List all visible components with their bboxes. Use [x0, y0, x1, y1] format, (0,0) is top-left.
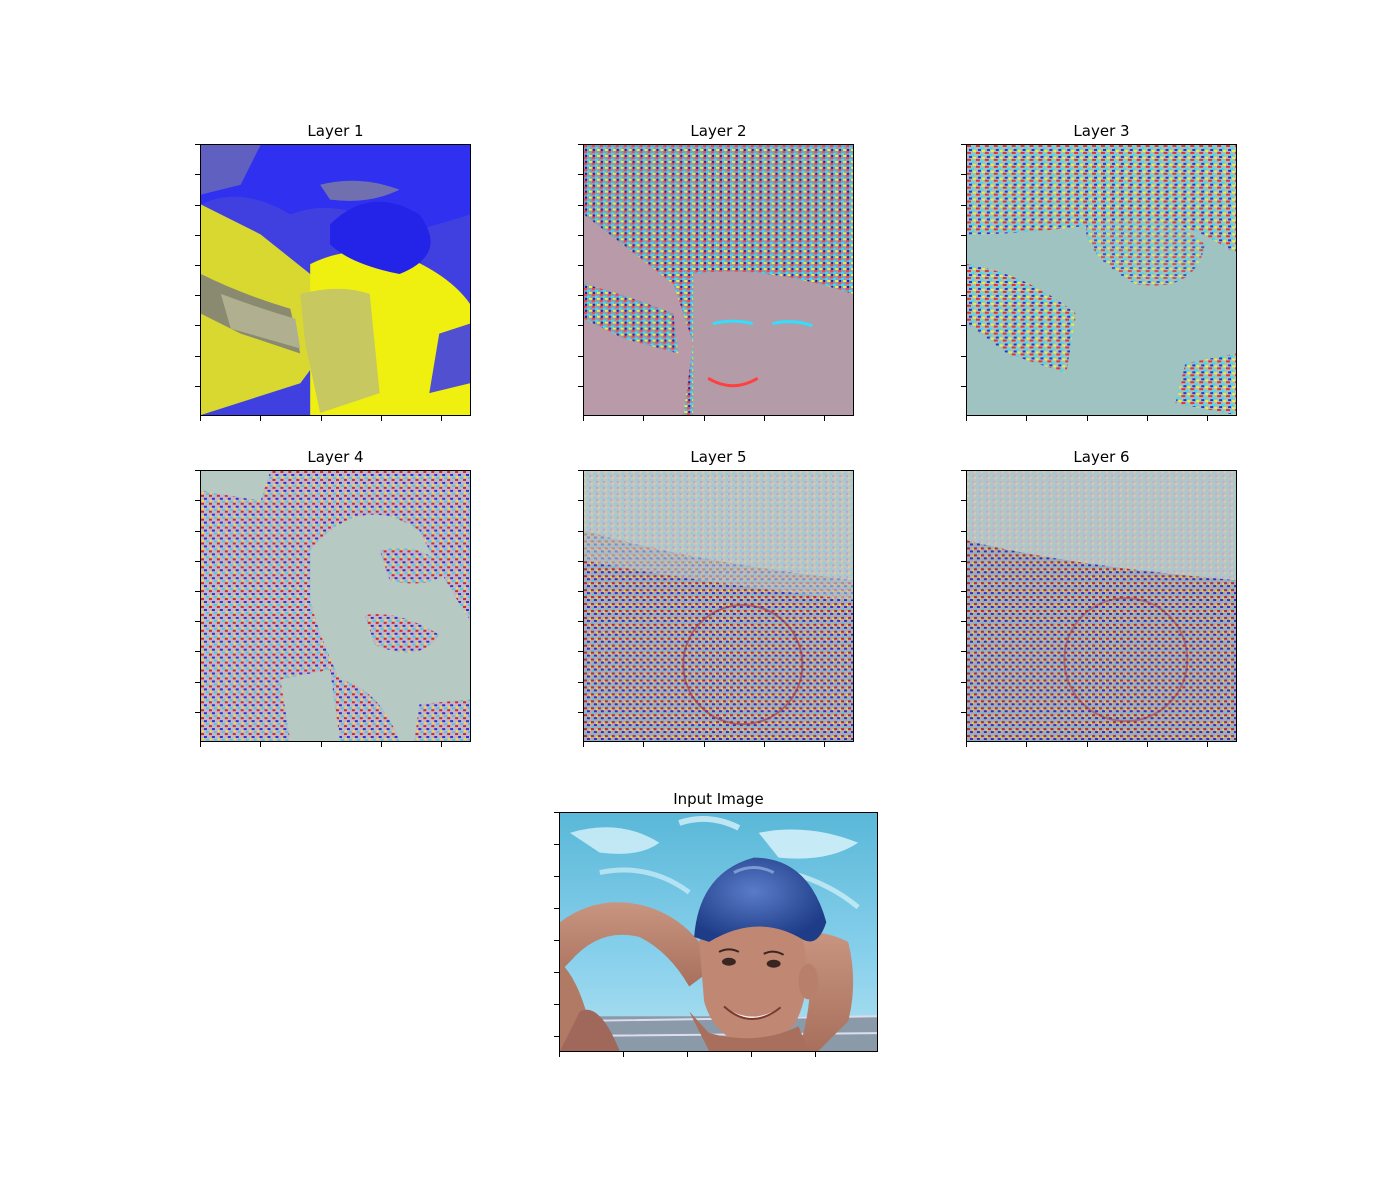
panel-title: Input Image — [673, 790, 764, 808]
panel-input-image: Input Image — [554, 790, 878, 1057]
panel-layer-2: Layer 2 — [578, 122, 854, 421]
panel-title: Layer 1 — [307, 122, 364, 140]
feature-map-image — [583, 470, 854, 742]
panel-title: Layer 3 — [1073, 122, 1130, 140]
feature-map-image — [966, 144, 1237, 416]
panel-title: Layer 4 — [307, 448, 364, 466]
panel-title: Layer 2 — [690, 122, 747, 140]
panel-layer-1: Layer 1 — [195, 122, 471, 421]
panel-title: Layer 5 — [690, 448, 747, 466]
panel-layer-4: Layer 4 — [195, 448, 471, 747]
feature-map-image — [966, 470, 1237, 742]
feature-map-image — [200, 144, 471, 416]
panel-title: Layer 6 — [1073, 448, 1130, 466]
panel-layer-5: Layer 5 — [578, 448, 854, 747]
input-photo — [559, 812, 878, 1052]
feature-map-image — [200, 470, 471, 742]
feature-map-image — [583, 144, 854, 416]
panel-layer-6: Layer 6 — [961, 448, 1237, 747]
panel-layer-3: Layer 3 — [961, 122, 1237, 421]
